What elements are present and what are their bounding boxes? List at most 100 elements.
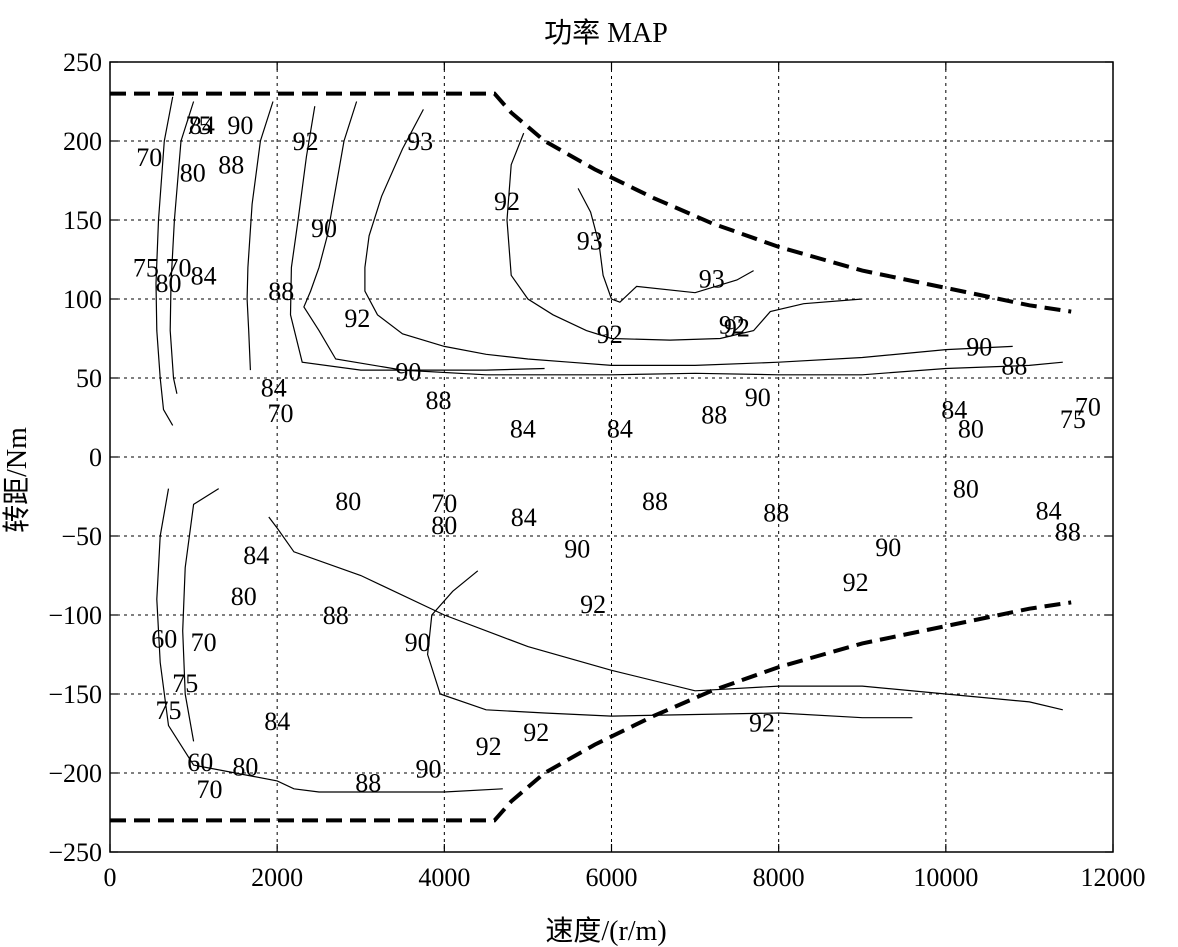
contour-value-label: 92	[476, 732, 502, 761]
y-tick-label: 50	[76, 364, 102, 393]
contour-value-label: 88	[268, 277, 294, 306]
contour-value-label: 80	[231, 582, 257, 611]
y-tick-label: 250	[63, 48, 102, 77]
contour-value-label: 60	[187, 748, 213, 777]
contour-line	[577, 188, 754, 303]
contour-value-label: 84	[243, 541, 269, 570]
contour-value-label: 70	[166, 253, 192, 282]
contour-value-label: 84	[607, 415, 633, 444]
contour-value-label: 75	[186, 111, 212, 140]
y-tick-label: 200	[63, 127, 102, 156]
contour-value-label: 84	[510, 415, 536, 444]
grid-lines	[110, 62, 1113, 852]
contour-value-label: 84	[191, 261, 217, 290]
contour-value-label: 70	[1075, 392, 1101, 421]
x-axis-label: 速度/(r/m)	[545, 915, 666, 947]
contour-value-label: 92	[843, 568, 869, 597]
contour-value-label: 88	[642, 487, 668, 516]
contour-value-label: 70	[268, 399, 294, 428]
contour-value-label: 88	[323, 601, 349, 630]
contour-line	[506, 132, 863, 341]
contour-value-label: 92	[719, 310, 745, 339]
contour-value-label: 84	[941, 396, 967, 425]
contour-line	[268, 516, 1063, 711]
x-tick-label: 0	[104, 863, 117, 892]
contour-value-label: 80	[335, 487, 361, 516]
contour-value-label: 70	[191, 628, 217, 657]
contour-value-label: 88	[1055, 517, 1081, 546]
contour-line	[289, 106, 545, 371]
contour-value-label: 92	[494, 187, 520, 216]
y-tick-label: 150	[63, 206, 102, 235]
y-tick-label: 0	[89, 443, 102, 472]
contour-value-label: 75	[156, 696, 182, 725]
contour-line	[155, 96, 174, 426]
contour-value-label: 70	[197, 775, 223, 804]
contour-value-label: 92	[580, 590, 606, 619]
y-tick-label: 100	[63, 285, 102, 314]
torque-boundary	[110, 91, 1072, 823]
contour-value-label: 90	[875, 533, 901, 562]
y-tick-label: −100	[48, 601, 102, 630]
contour-line	[426, 570, 913, 719]
contour-value-label: 80	[431, 511, 457, 540]
contour-value-label: 93	[577, 227, 603, 256]
x-tick-label: 10000	[913, 863, 978, 892]
contour-value-label: 60	[151, 625, 177, 654]
contour-value-label: 92	[344, 304, 370, 333]
contour-line	[303, 101, 1063, 376]
contour-value-label: 70	[136, 143, 162, 172]
torque-limit-line	[110, 91, 1072, 314]
contour-value-label: 80	[958, 415, 984, 444]
contour-value-label: 88	[1001, 351, 1027, 380]
contour-value-label: 90	[227, 111, 253, 140]
contour-value-label: 88	[763, 498, 789, 527]
contour-value-label: 90	[745, 383, 771, 412]
y-tick-label: −50	[61, 522, 102, 551]
contour-value-label: 80	[156, 269, 182, 298]
contour-value-label: 75	[1060, 405, 1086, 434]
contour-value-label: 90	[395, 358, 421, 387]
contour-value-label: 80	[953, 475, 979, 504]
x-tick-label: 12000	[1081, 863, 1146, 892]
contour-value-label: 88	[218, 151, 244, 180]
x-tick-label: 2000	[251, 863, 303, 892]
contour-value-label: 75	[133, 253, 159, 282]
contour-value-label: 80	[180, 159, 206, 188]
contour-value-label: 80	[232, 753, 258, 782]
contour-value-label: 90	[966, 332, 992, 361]
contour-value-label: 88	[701, 400, 727, 429]
y-tick-label: −150	[48, 680, 102, 709]
contour-value-label: 84	[264, 707, 290, 736]
y-tick-label: −200	[48, 759, 102, 788]
contour-line	[364, 109, 1013, 366]
chart-title: 功率 MAP	[544, 17, 668, 49]
contour-value-label: 84	[189, 111, 215, 140]
x-tick-label: 8000	[753, 863, 805, 892]
x-tick-label: 4000	[418, 863, 470, 892]
contour-value-label: 92	[724, 313, 750, 342]
contour-value-label: 92	[749, 708, 775, 737]
contour-value-label: 84	[511, 503, 537, 532]
contour-value-label: 88	[426, 386, 452, 415]
y-tick-label: −250	[48, 838, 102, 867]
contour-value-label: 93	[699, 265, 725, 294]
contour-value-label: 84	[1036, 497, 1062, 526]
contour-value-label: 75	[172, 669, 198, 698]
x-tick-label: 6000	[586, 863, 638, 892]
contour-value-label: 70	[431, 489, 457, 518]
contour-value-label: 84	[261, 374, 287, 403]
y-axis-label: 转距/Nm	[1, 427, 33, 533]
contour-line	[156, 488, 503, 793]
torque-limit-line	[110, 600, 1072, 823]
contour-value-label: 88	[355, 769, 381, 798]
contour-value-label: 90	[405, 628, 431, 657]
contour-value-label: 92	[523, 718, 549, 747]
contour-value-label: 93	[407, 127, 433, 156]
contour-value-label: 90	[416, 754, 442, 783]
contour-line	[246, 101, 274, 371]
contour-line	[169, 101, 195, 394]
contour-value-label: 92	[293, 127, 319, 156]
axis-ticks: 0 2000 4000 6000 8000 10000 12000 250 200 150 100 5…	[48, 48, 1145, 892]
